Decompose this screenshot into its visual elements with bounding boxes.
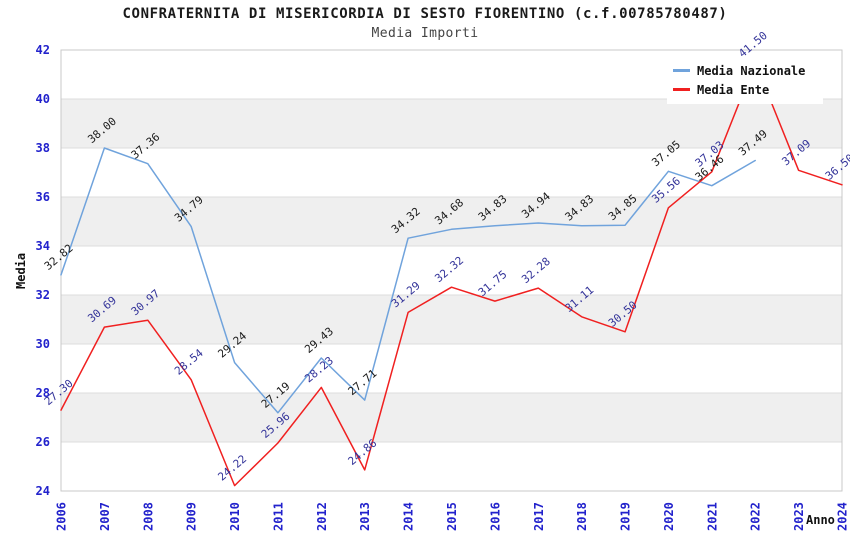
- x-tick-label: 2008: [141, 502, 155, 531]
- legend: Media Nazionale Media Ente: [667, 56, 823, 104]
- y-tick-label: 32: [36, 288, 50, 302]
- y-axis-title: Media: [14, 252, 28, 289]
- x-tick-label: 2020: [662, 502, 676, 531]
- x-tick-label: 2017: [532, 502, 546, 531]
- y-tick-label: 38: [36, 141, 50, 155]
- data-label: 32.32: [432, 254, 466, 285]
- x-tick-label: 2014: [402, 502, 416, 531]
- data-label: 28.54: [172, 346, 206, 377]
- series-line-media-nazionale: [60, 147, 756, 414]
- y-tick-label: 34: [36, 239, 50, 253]
- y-tick-label: 36: [36, 190, 50, 204]
- data-label: 31.75: [476, 268, 510, 299]
- x-tick-label: 2023: [792, 502, 806, 531]
- grid-band: [61, 99, 842, 148]
- y-tick-label: 24: [36, 484, 50, 498]
- x-axis-title: Anno: [806, 513, 835, 527]
- legend-label: Media Ente: [697, 82, 770, 97]
- legend-label: Media Nazionale: [697, 63, 806, 78]
- legend-swatch: [673, 69, 690, 72]
- y-tick-label: 30: [36, 337, 50, 351]
- data-label: 28.23: [302, 354, 336, 385]
- x-tick-label: 2010: [228, 502, 242, 531]
- x-tick-label: 2006: [55, 502, 69, 531]
- legend-item-media-ente: Media Ente: [673, 81, 823, 98]
- x-tick-label: 2016: [488, 502, 502, 531]
- x-tick-label: 2018: [575, 502, 589, 531]
- y-tick-label: 28: [36, 386, 50, 400]
- grid-band: [61, 197, 842, 246]
- y-tick-label: 40: [36, 92, 50, 106]
- x-tick-label: 2015: [445, 502, 459, 531]
- x-tick-label: 2019: [619, 502, 633, 531]
- x-tick-label: 2012: [315, 502, 329, 531]
- y-tick-label: 26: [36, 435, 50, 449]
- plot-border: [60, 49, 843, 492]
- chart-subtitle: Media Importi: [371, 26, 479, 41]
- data-label: 32.28: [519, 255, 553, 286]
- y-tick-label: 42: [36, 43, 50, 57]
- x-tick-label: 2021: [705, 502, 719, 531]
- x-tick-label: 2024: [836, 502, 850, 531]
- x-tick-label: 2009: [185, 502, 199, 531]
- x-tick-label: 2011: [271, 502, 285, 531]
- chart-title: CONFRATERNITA DI MISERICORDIA DI SESTO F…: [122, 6, 728, 22]
- series-line-media-ente: [60, 61, 843, 487]
- data-label: 36.50: [823, 151, 850, 182]
- legend-swatch: [673, 88, 690, 91]
- x-tick-label: 2013: [358, 502, 372, 531]
- legend-item-media-nazionale: Media Nazionale: [673, 62, 823, 79]
- grid-band: [61, 393, 842, 442]
- x-tick-label: 2022: [749, 502, 763, 531]
- x-tick-label: 2007: [98, 502, 112, 531]
- grid-band: [61, 295, 842, 344]
